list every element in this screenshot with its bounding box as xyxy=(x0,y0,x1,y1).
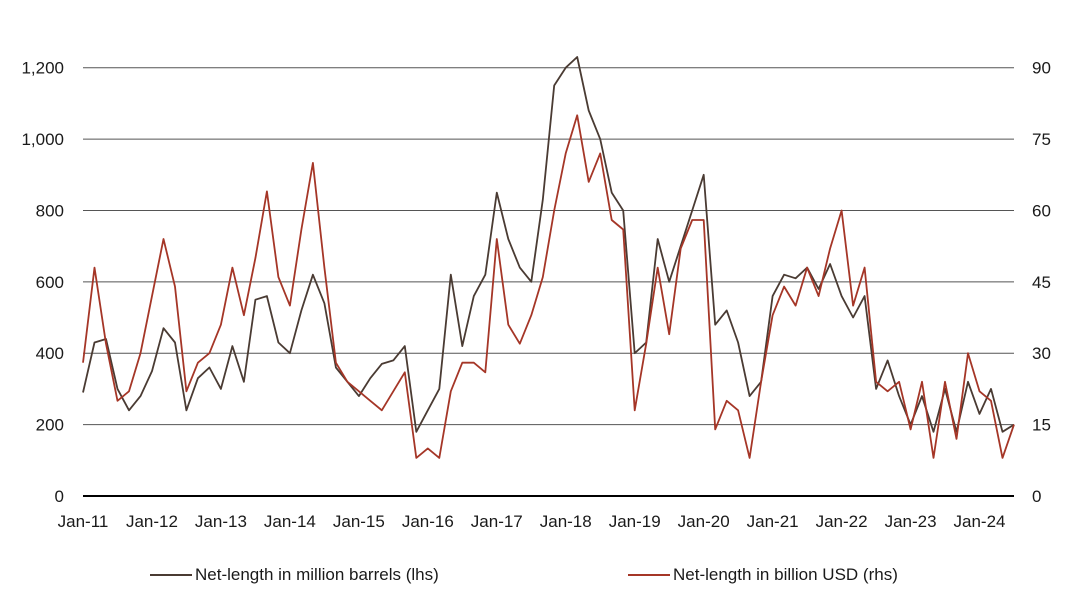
legend: Net-length in million barrels (lhs) Net-… xyxy=(0,565,1077,595)
right-tick-label: 0 xyxy=(1032,487,1041,506)
x-tick-label: Jan-18 xyxy=(540,512,592,531)
left-tick-label: 1,200 xyxy=(21,59,64,78)
x-tick-label: Jan-13 xyxy=(195,512,247,531)
legend-label-barrels: Net-length in million barrels (lhs) xyxy=(195,565,439,584)
left-axis-tick-labels: 0 200 400 600 800 1,000 1,200 xyxy=(21,59,64,506)
left-tick-label: 600 xyxy=(36,273,64,292)
x-tick-label: Jan-24 xyxy=(954,512,1006,531)
left-tick-label: 800 xyxy=(36,201,64,220)
x-axis-tick-labels: Jan-11 Jan-12 Jan-13 Jan-14 Jan-15 Jan-16 Jan-… xyxy=(58,512,1006,531)
x-tick-label: Jan-12 xyxy=(126,512,178,531)
legend-swatch-usd xyxy=(628,574,670,576)
x-tick-label: Jan-11 xyxy=(58,512,109,531)
left-tick-label: 400 xyxy=(36,344,64,363)
x-tick-label: Jan-16 xyxy=(402,512,454,531)
legend-item-barrels: Net-length in million barrels (lhs) xyxy=(150,565,439,585)
x-tick-label: Jan-15 xyxy=(333,512,385,531)
legend-label-usd: Net-length in billion USD (rhs) xyxy=(673,565,898,584)
series-line-barrels xyxy=(82,56,1015,433)
left-tick-label: 0 xyxy=(55,487,64,506)
right-tick-label: 15 xyxy=(1032,416,1051,435)
x-tick-label: Jan-23 xyxy=(885,512,937,531)
series-line-usd xyxy=(82,114,1015,459)
right-tick-label: 75 xyxy=(1032,130,1051,149)
x-tick-label: Jan-21 xyxy=(747,512,799,531)
series-lines xyxy=(82,56,1015,459)
x-tick-label: Jan-22 xyxy=(816,512,868,531)
right-tick-label: 45 xyxy=(1032,273,1051,292)
x-tick-label: Jan-14 xyxy=(264,512,316,531)
legend-swatch-barrels xyxy=(150,574,192,576)
line-chart: 0 200 400 600 800 1,000 1,200 0 15 30 45 60 75 90 Ja… xyxy=(21,56,1051,531)
legend-item-usd: Net-length in billion USD (rhs) xyxy=(628,565,898,585)
left-tick-label: 200 xyxy=(36,416,64,435)
right-tick-label: 30 xyxy=(1032,344,1051,363)
x-tick-label: Jan-17 xyxy=(471,512,523,531)
right-tick-label: 90 xyxy=(1032,59,1051,78)
right-axis-tick-labels: 0 15 30 45 60 75 90 xyxy=(1032,59,1051,506)
left-tick-label: 1,000 xyxy=(21,130,64,149)
right-tick-label: 60 xyxy=(1032,201,1051,220)
x-tick-label: Jan-20 xyxy=(678,512,730,531)
x-tick-label: Jan-19 xyxy=(609,512,661,531)
